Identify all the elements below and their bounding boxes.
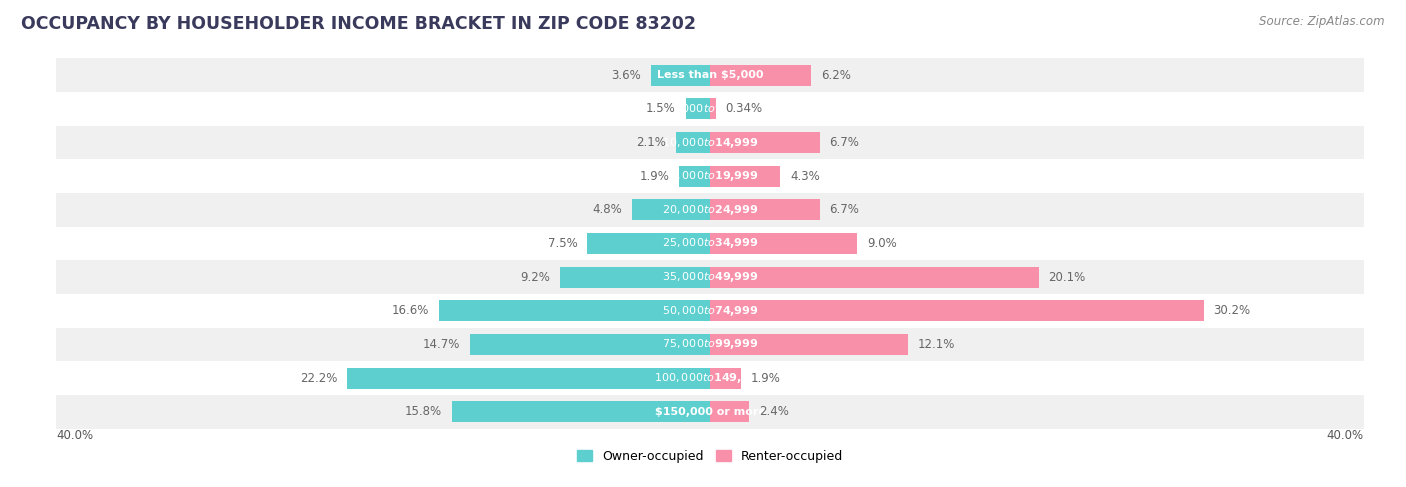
Text: 40.0%: 40.0%	[56, 429, 93, 442]
Text: 20.1%: 20.1%	[1049, 271, 1085, 283]
Bar	[56, 126, 1364, 159]
Bar	[686, 98, 710, 119]
Text: 22.2%: 22.2%	[299, 372, 337, 385]
Bar	[710, 233, 858, 254]
Text: $35,000 to $49,999: $35,000 to $49,999	[662, 270, 758, 284]
Text: 6.7%: 6.7%	[830, 136, 859, 149]
Text: Source: ZipAtlas.com: Source: ZipAtlas.com	[1260, 15, 1385, 28]
Bar	[588, 233, 710, 254]
Bar	[470, 334, 710, 355]
Text: $100,000 to $149,999: $100,000 to $149,999	[654, 371, 766, 385]
Bar	[710, 98, 716, 119]
Text: 12.1%: 12.1%	[918, 338, 955, 351]
Bar	[710, 334, 908, 355]
Bar	[56, 328, 1364, 361]
Bar	[56, 193, 1364, 226]
Bar	[347, 368, 710, 389]
Bar	[56, 92, 1364, 126]
Text: 4.3%: 4.3%	[790, 169, 820, 183]
Bar	[560, 267, 710, 288]
Bar	[710, 368, 741, 389]
Bar	[56, 58, 1364, 92]
Text: 6.2%: 6.2%	[821, 69, 851, 82]
Text: $50,000 to $74,999: $50,000 to $74,999	[662, 304, 758, 318]
Text: 1.9%: 1.9%	[751, 372, 780, 385]
Text: OCCUPANCY BY HOUSEHOLDER INCOME BRACKET IN ZIP CODE 83202: OCCUPANCY BY HOUSEHOLDER INCOME BRACKET …	[21, 15, 696, 33]
Bar	[679, 166, 710, 187]
Text: 40.0%: 40.0%	[1327, 429, 1364, 442]
Text: $15,000 to $19,999: $15,000 to $19,999	[662, 169, 758, 183]
Text: $150,000 or more: $150,000 or more	[655, 407, 765, 417]
Text: 14.7%: 14.7%	[423, 338, 460, 351]
Text: 1.9%: 1.9%	[640, 169, 669, 183]
Text: 3.6%: 3.6%	[612, 69, 641, 82]
Text: $25,000 to $34,999: $25,000 to $34,999	[662, 237, 758, 250]
Legend: Owner-occupied, Renter-occupied: Owner-occupied, Renter-occupied	[576, 450, 844, 463]
Text: 9.2%: 9.2%	[520, 271, 550, 283]
Text: 9.0%: 9.0%	[868, 237, 897, 250]
Text: $5,000 to $9,999: $5,000 to $9,999	[669, 102, 751, 116]
Text: 16.6%: 16.6%	[391, 304, 429, 318]
Text: $10,000 to $14,999: $10,000 to $14,999	[662, 135, 758, 150]
Bar	[676, 132, 710, 153]
Bar	[710, 300, 1204, 321]
Bar	[451, 401, 710, 422]
Bar	[710, 132, 820, 153]
Bar	[439, 300, 710, 321]
Bar	[710, 267, 1039, 288]
Bar	[56, 294, 1364, 328]
Bar	[710, 65, 811, 86]
Text: 15.8%: 15.8%	[405, 405, 441, 418]
Bar	[56, 261, 1364, 294]
Text: 6.7%: 6.7%	[830, 204, 859, 216]
Bar	[710, 166, 780, 187]
Bar	[56, 226, 1364, 261]
Bar	[651, 65, 710, 86]
Text: 7.5%: 7.5%	[548, 237, 578, 250]
Bar	[710, 401, 749, 422]
Bar	[710, 199, 820, 220]
Bar	[56, 395, 1364, 429]
Text: $75,000 to $99,999: $75,000 to $99,999	[662, 337, 758, 352]
Text: 1.5%: 1.5%	[645, 102, 676, 115]
Bar	[56, 361, 1364, 395]
Bar	[631, 199, 710, 220]
Text: 0.34%: 0.34%	[725, 102, 762, 115]
Text: 30.2%: 30.2%	[1213, 304, 1250, 318]
Text: 2.1%: 2.1%	[636, 136, 666, 149]
Text: Less than $5,000: Less than $5,000	[657, 70, 763, 80]
Bar	[56, 159, 1364, 193]
Text: $20,000 to $24,999: $20,000 to $24,999	[662, 203, 758, 217]
Text: 4.8%: 4.8%	[592, 204, 621, 216]
Text: 2.4%: 2.4%	[759, 405, 789, 418]
